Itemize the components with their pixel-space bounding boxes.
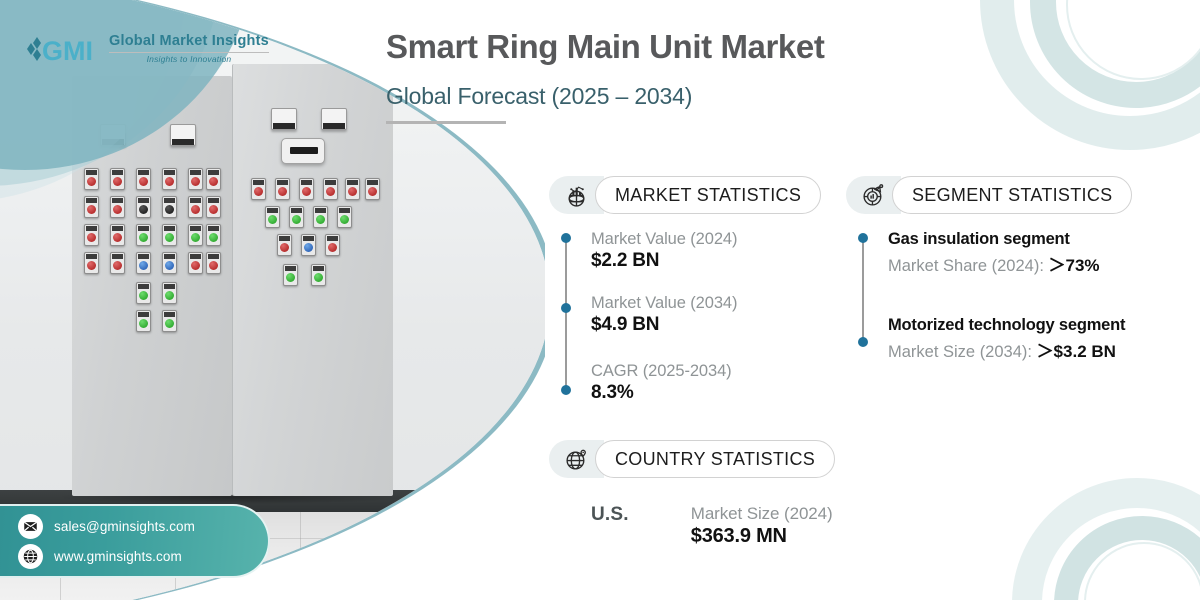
segment-metric-value: ＞73%: [1048, 256, 1100, 275]
svg-text:GMI: GMI: [42, 36, 93, 64]
segment-metric: Market Share (2024): ＞73%: [888, 251, 1196, 276]
country-value-block: Market Size (2024) $363.9 MN: [691, 504, 833, 548]
logo-tagline: Insights to Innovation: [146, 54, 232, 64]
title-divider: [386, 121, 506, 124]
segment-name: Motorized technology segment: [888, 316, 1126, 334]
bullet-dot: [560, 233, 571, 243]
logo-company-name: Global Market Insights: [109, 33, 269, 49]
stat-value: $2.2 BN: [591, 250, 660, 271]
connector-rail: [565, 238, 567, 390]
page-subtitle: Global Forecast (2025 – 2034): [386, 83, 693, 109]
segment-statistics-section: SEGMENT STATISTICS Gas insulation segmen…: [846, 176, 1196, 380]
market-statistics-section: MARKET STATISTICS Market Value (2024) $2…: [549, 176, 829, 422]
stat-label: CAGR (2025-2034): [591, 362, 732, 380]
country-statistics-row: U.S. Market Size (2024) $363.9 MN: [549, 504, 949, 548]
market-statistics-heading-chip: MARKET STATISTICS: [595, 176, 822, 214]
decorative-arc-top-right-mid: [1030, 0, 1200, 108]
globe-bar-chart-icon: [549, 176, 604, 214]
gmi-logo[interactable]: GMI Global Market Insights Insights to I…: [22, 33, 269, 64]
country-statistics-heading-chip: COUNTRY STATISTICS: [595, 440, 836, 478]
segment-metric-label: Market Share (2024):: [888, 257, 1049, 275]
market-statistics-heading: MARKET STATISTICS: [615, 184, 802, 205]
country-stat-value: $363.9 MN: [690, 525, 787, 547]
bullet-dot: [560, 385, 571, 395]
stat-value: 8.3%: [591, 382, 634, 403]
contact-email[interactable]: sales@gminsights.com: [54, 518, 196, 534]
decorative-arc-bottom-right-mid: [1054, 516, 1200, 600]
market-statistics-list: Market Value (2024) $2.2 BN Market Value…: [549, 230, 829, 404]
segment-item: Gas insulation segment Market Share (202…: [888, 230, 1196, 276]
envelope-icon: [18, 513, 43, 539]
stat-value: $4.9 BN: [591, 314, 660, 335]
segment-metric-value: ＞$3.2 BN: [1036, 342, 1116, 361]
contact-pill: sales@gminsights.com www.gminsights.com: [0, 504, 270, 578]
contact-website[interactable]: www.gminsights.com: [54, 548, 182, 564]
country-statistics-section: COUNTRY STATISTICS U.S. Market Size (202…: [549, 440, 949, 548]
logo-divider: [109, 51, 269, 53]
stat-item: Market Value (2034) $4.9 BN: [591, 294, 829, 336]
decorative-arc-top-right-inner: [1066, 0, 1200, 80]
pie-chart-segment-icon: [846, 176, 901, 214]
segment-name: Gas insulation segment: [888, 230, 1070, 248]
decorative-arc-bottom-right-outer: [1012, 478, 1200, 600]
page-title: Smart Ring Main Unit Market: [386, 28, 825, 65]
country-statistics-heading: COUNTRY STATISTICS: [615, 448, 816, 469]
segment-statistics-heading-chip: SEGMENT STATISTICS: [892, 176, 1133, 214]
decorative-arc-bottom-right-inner: [1084, 542, 1200, 600]
segment-statistics-heading: SEGMENT STATISTICS: [912, 184, 1113, 205]
stat-label: Market Value (2034): [591, 294, 738, 312]
contact-website-row[interactable]: www.gminsights.com: [18, 543, 268, 569]
segment-statistics-list: Gas insulation segment Market Share (202…: [846, 230, 1196, 362]
bullet-dot: [857, 233, 868, 243]
gmi-diamond-logo-icon: GMI: [22, 34, 100, 64]
segment-metric: Market Size (2034): ＞$3.2 BN: [888, 337, 1196, 362]
contact-email-row[interactable]: sales@gminsights.com: [18, 513, 268, 539]
country-name: U.S.: [591, 504, 629, 525]
globe-pin-icon: [549, 440, 604, 478]
country-stat-label: Market Size (2024): [690, 504, 833, 523]
control-cabinet-left: [72, 76, 232, 496]
digital-display: [281, 138, 325, 164]
stat-label: Market Value (2024): [591, 230, 738, 248]
stat-item: CAGR (2025-2034) 8.3%: [591, 362, 829, 404]
segment-metric-label: Market Size (2034):: [888, 343, 1037, 361]
connector-rail: [862, 238, 864, 342]
segment-item: Motorized technology segment Market Size…: [888, 316, 1196, 362]
globe-icon: [18, 543, 43, 569]
bullet-dot: [560, 303, 571, 313]
bullet-dot: [857, 337, 868, 347]
stat-item: Market Value (2024) $2.2 BN: [591, 230, 829, 272]
decorative-arc-top-right-outer: [980, 0, 1200, 150]
control-cabinet-right: [233, 64, 393, 496]
